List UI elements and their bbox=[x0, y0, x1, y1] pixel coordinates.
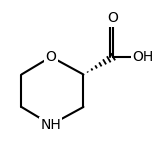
Text: O: O bbox=[108, 11, 118, 25]
Text: OH: OH bbox=[132, 50, 153, 64]
Text: O: O bbox=[46, 50, 56, 64]
Text: NH: NH bbox=[41, 118, 61, 132]
